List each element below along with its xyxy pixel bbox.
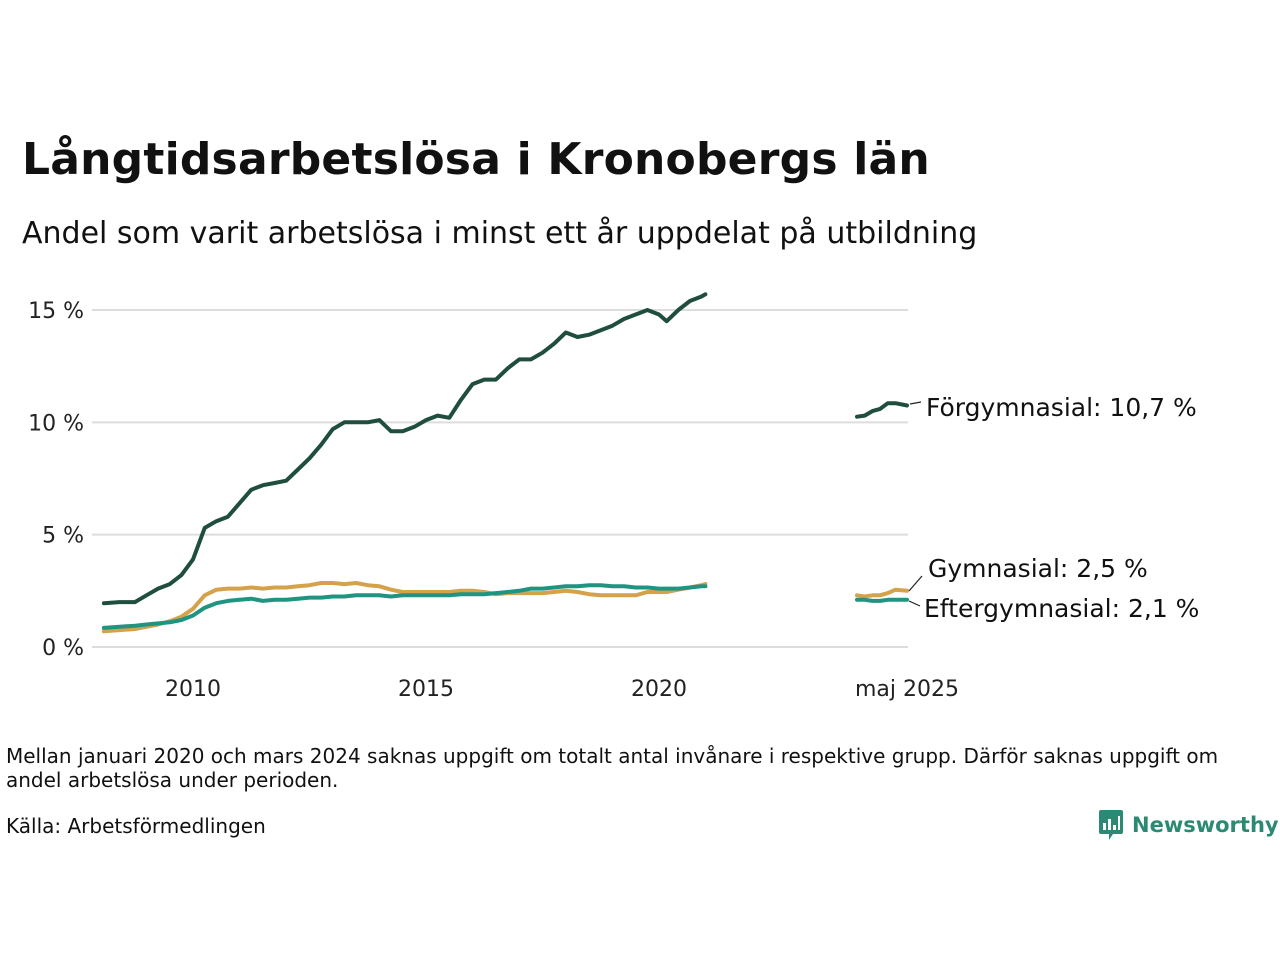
source-text: Källa: Arbetsförmedlingen [6, 814, 266, 838]
series-label-value: 2,1 % [1128, 594, 1199, 623]
x-tick-label: 2015 [398, 677, 454, 702]
chart-subtitle: Andel som varit arbetslösa i minst ett å… [22, 216, 978, 251]
series-line-gymnasial [101, 581, 708, 634]
series-label-name: Eftergymnasial: [924, 594, 1128, 623]
series-label-name: Förgymnasial: [926, 393, 1109, 422]
series-label-gymnasial: Gymnasial: 2,5 % [928, 554, 1148, 583]
series-line-eftergymnasial [855, 597, 909, 603]
y-tick-label: 15 % [28, 299, 84, 324]
chart-title: Långtidsarbetslösa i Kronobergs län [22, 134, 930, 185]
series-line-forgymnasial [855, 401, 909, 419]
series-line-forgymnasial [101, 292, 708, 606]
series-label-value: 10,7 % [1109, 393, 1196, 422]
series-label-name: Gymnasial: [928, 554, 1076, 583]
x-tick-label: maj 2025 [855, 677, 959, 702]
x-tick-label: 2010 [165, 677, 221, 702]
footnote: Mellan januari 2020 och mars 2024 saknas… [6, 744, 1219, 792]
y-tick-label: 5 % [42, 524, 84, 549]
x-tick-label: 2020 [631, 677, 687, 702]
series-line-gymnasial [855, 587, 909, 599]
series-label-value: 2,5 % [1076, 554, 1147, 583]
y-tick-label: 0 % [42, 636, 84, 661]
leader-line [908, 575, 923, 592]
leader-line [909, 401, 922, 405]
series-label-eftergymnasial: Eftergymnasial: 2,1 % [924, 594, 1199, 623]
newsworthy-logo: Newsworthy [1098, 808, 1279, 842]
logo-text: Newsworthy [1132, 813, 1279, 837]
series-line-eftergymnasial [101, 583, 708, 630]
leader-line [908, 600, 921, 607]
series-label-forgymnasial: Förgymnasial: 10,7 % [926, 393, 1197, 422]
y-tick-label: 10 % [28, 411, 84, 436]
bar-chart-speech-bubble-icon [1099, 810, 1123, 840]
